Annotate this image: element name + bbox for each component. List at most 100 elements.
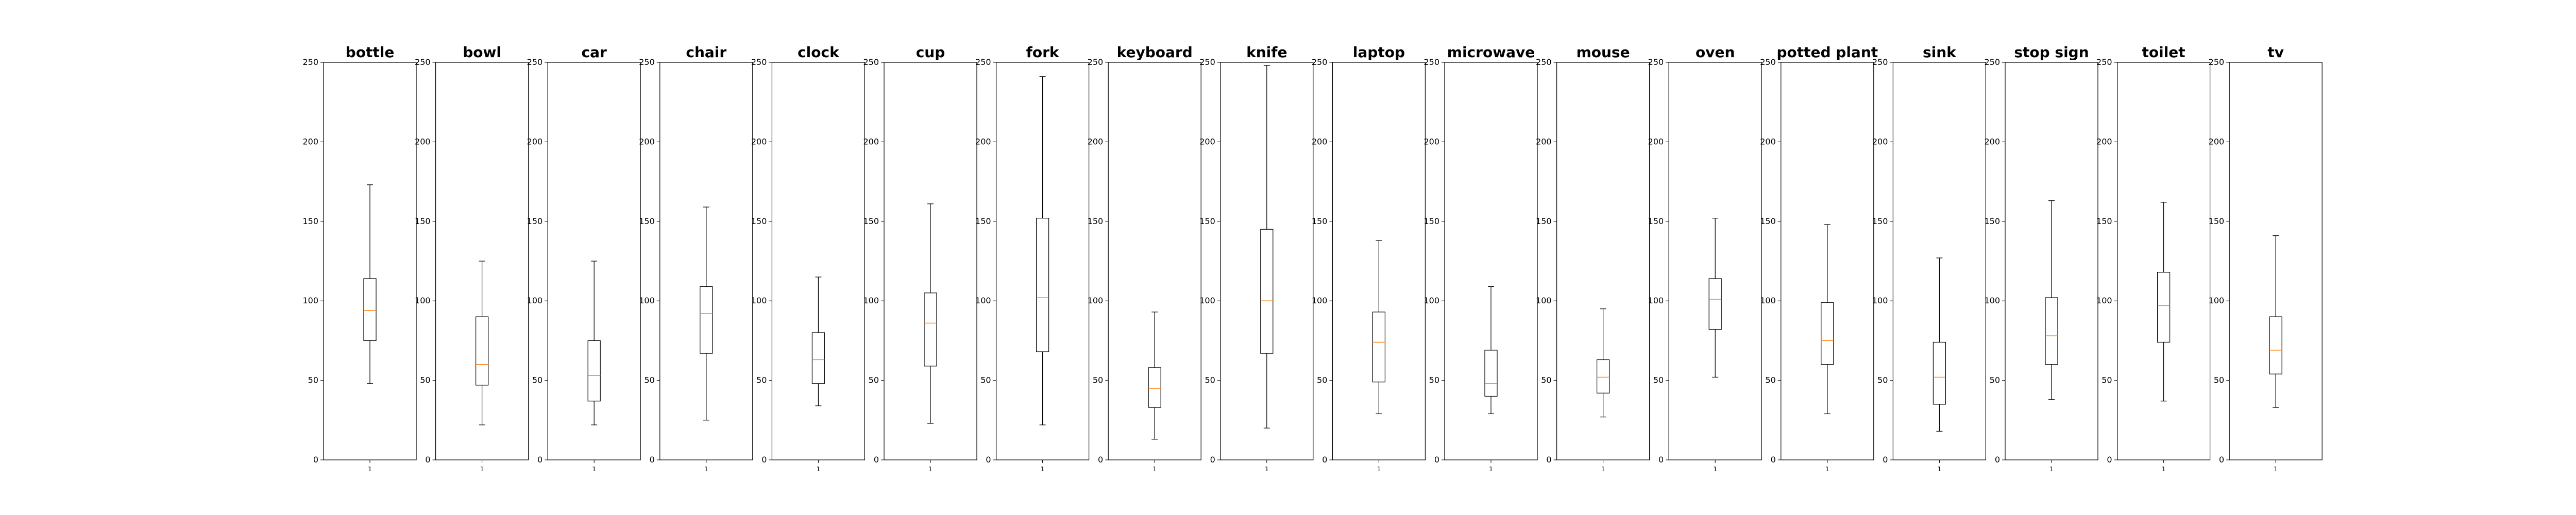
- panel-title-knife: knife: [1246, 44, 1287, 61]
- panel-title-mouse: mouse: [1577, 44, 1630, 61]
- ytick-label: 200: [2209, 136, 2225, 146]
- ytick-label: 50: [308, 375, 318, 385]
- ytick-label: 100: [639, 296, 655, 305]
- ytick-label: 0: [2219, 455, 2224, 465]
- panel-title-keyboard: keyboard: [1117, 44, 1193, 61]
- xtick-label: 1: [480, 466, 484, 473]
- ytick-label: 250: [1199, 57, 1215, 67]
- ytick-label: 100: [975, 296, 991, 305]
- xtick-label: 1: [1265, 466, 1269, 473]
- ytick-label: 200: [1199, 136, 1215, 146]
- ytick-label: 150: [751, 216, 767, 226]
- ytick-label: 0: [2107, 455, 2112, 465]
- panel-title-sink: sink: [1923, 44, 1957, 61]
- ytick-label: 100: [302, 296, 318, 305]
- ytick-label: 250: [975, 57, 991, 67]
- ytick-label: 100: [751, 296, 767, 305]
- ytick-label: 50: [869, 375, 879, 385]
- ytick-label: 200: [751, 136, 767, 146]
- box-knife: [1260, 229, 1274, 354]
- panel-title-toilet: toilet: [2142, 44, 2185, 61]
- ytick-label: 250: [1536, 57, 1552, 67]
- ytick-label: 200: [1648, 136, 1664, 146]
- ytick-label: 200: [1312, 136, 1328, 146]
- ytick-label: 200: [975, 136, 991, 146]
- ytick-label: 50: [1205, 375, 1215, 385]
- ytick-label: 200: [863, 136, 879, 146]
- xtick-label: 1: [1601, 466, 1605, 473]
- ytick-label: 50: [1429, 375, 1439, 385]
- ytick-label: 0: [1658, 455, 1664, 465]
- ytick-label: 150: [1423, 216, 1439, 226]
- box-potted-plant: [1821, 302, 1834, 365]
- ytick-label: 50: [1653, 375, 1664, 385]
- ytick-label: 250: [1423, 57, 1439, 67]
- box-sink: [1933, 341, 1946, 405]
- ytick-label: 150: [527, 216, 543, 226]
- panel-title-tv: tv: [2267, 44, 2284, 61]
- ytick-label: 250: [527, 57, 543, 67]
- ytick-label: 50: [644, 375, 654, 385]
- ytick-label: 100: [1199, 296, 1215, 305]
- ytick-label: 250: [1984, 57, 2000, 67]
- ytick-label: 0: [1995, 455, 2000, 465]
- ytick-label: 200: [1872, 136, 1888, 146]
- ytick-label: 50: [2214, 375, 2224, 385]
- ytick-label: 100: [527, 296, 543, 305]
- ytick-label: 0: [986, 455, 991, 465]
- xtick-label: 1: [1938, 466, 1942, 473]
- box-oven: [1708, 278, 1722, 330]
- xtick-label: 1: [1825, 466, 1829, 473]
- ytick-label: 0: [1883, 455, 1888, 465]
- box-bowl: [475, 316, 489, 386]
- panel-title-car: car: [582, 44, 607, 61]
- panel-title-laptop: laptop: [1353, 44, 1405, 61]
- ytick-label: 50: [1990, 375, 2000, 385]
- xtick-label: 1: [592, 466, 596, 473]
- ytick-label: 200: [527, 136, 543, 146]
- box-keyboard: [1148, 367, 1161, 408]
- ytick-label: 200: [639, 136, 655, 146]
- ytick-label: 200: [1984, 136, 2000, 146]
- panel-title-bottle: bottle: [346, 44, 395, 61]
- xtick-label: 1: [2162, 466, 2166, 473]
- box-bottle: [363, 278, 377, 341]
- xtick-label: 1: [704, 466, 708, 473]
- ytick-label: 0: [1210, 455, 1215, 465]
- panel-title-potted-plant: potted plant: [1776, 44, 1878, 61]
- panel-title-fork: fork: [1026, 44, 1060, 61]
- ytick-label: 100: [1088, 296, 1104, 305]
- box-tv: [2269, 316, 2282, 374]
- ytick-label: 50: [1093, 375, 1103, 385]
- ytick-label: 250: [1760, 57, 1776, 67]
- box-car: [587, 340, 601, 402]
- ytick-label: 50: [1877, 375, 1888, 385]
- box-clock: [811, 332, 825, 384]
- ytick-label: 250: [1088, 57, 1104, 67]
- box-fork: [1036, 218, 1049, 352]
- panel-title-cup: cup: [916, 44, 945, 61]
- ytick-label: 150: [1088, 216, 1104, 226]
- xtick-label: 1: [1377, 466, 1381, 473]
- ytick-label: 100: [1872, 296, 1888, 305]
- xtick-label: 1: [928, 466, 933, 473]
- box-chair: [700, 286, 713, 354]
- ytick-label: 50: [1317, 375, 1327, 385]
- ytick-label: 150: [1199, 216, 1215, 226]
- ytick-label: 150: [1312, 216, 1328, 226]
- ytick-label: 50: [532, 375, 543, 385]
- ytick-label: 200: [415, 136, 431, 146]
- panel-title-clock: clock: [798, 44, 840, 61]
- ytick-label: 100: [1536, 296, 1552, 305]
- ytick-label: 250: [302, 57, 318, 67]
- panel-title-oven: oven: [1696, 44, 1735, 61]
- ytick-label: 0: [874, 455, 879, 465]
- panel-title-stop-sign: stop sign: [2014, 44, 2089, 61]
- ytick-label: 250: [2209, 57, 2225, 67]
- ytick-label: 150: [1760, 216, 1776, 226]
- ytick-label: 50: [2102, 375, 2112, 385]
- ytick-label: 50: [1765, 375, 1775, 385]
- ytick-label: 0: [537, 455, 543, 465]
- ytick-label: 50: [756, 375, 767, 385]
